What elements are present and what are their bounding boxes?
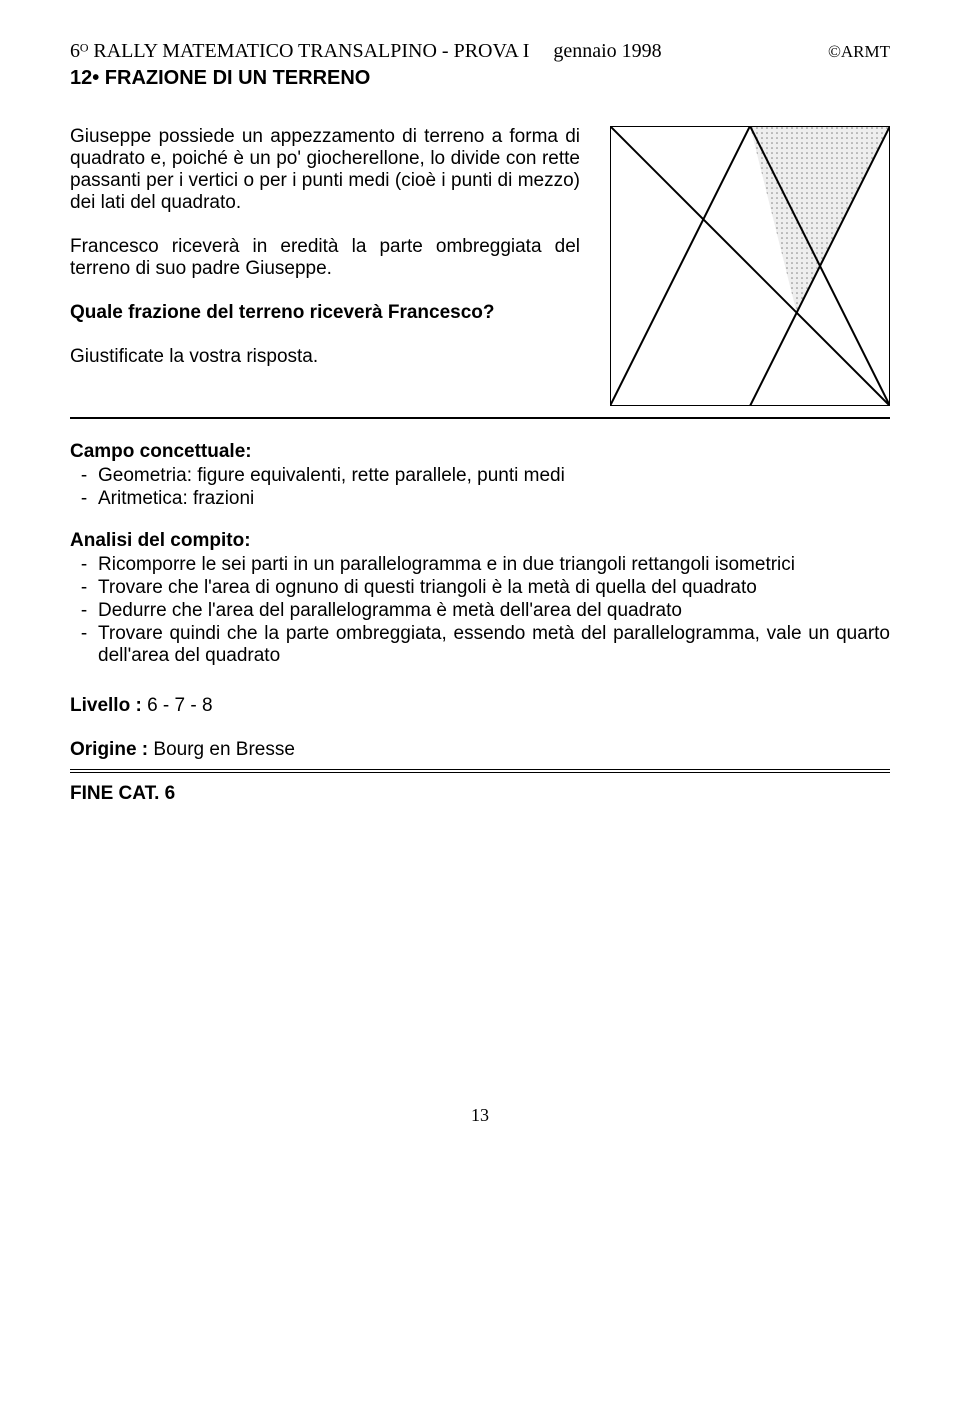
header-copyright: ©ARMT [828, 42, 890, 62]
origin-row: Origine : Bourg en Bresse [70, 739, 890, 761]
origin-value: Bourg en Bresse [148, 739, 295, 760]
analisi-list: -Ricomporre le sei parti in un parallelo… [70, 554, 890, 667]
level-value: 6 - 7 - 8 [142, 695, 213, 716]
double-divider [70, 769, 890, 773]
page-header: 6ᴼ RALLY MATEMATICO TRANSALPINO - PROVA … [70, 40, 890, 63]
level-label: Livello : [70, 695, 142, 716]
problem-paragraph-1: Giuseppe possiede un appezzamento di ter… [70, 126, 580, 214]
list-item-text: Trovare che l'area di ognuno di questi t… [98, 577, 890, 599]
dash-icon: - [70, 600, 98, 622]
shaded-region [750, 126, 890, 313]
fine-cat: FINE CAT. 6 [70, 783, 890, 805]
campo-label: Campo concettuale: [70, 441, 252, 462]
analisi-block: Analisi del compito: -Ricomporre le sei … [70, 530, 890, 667]
section-title: 12• FRAZIONE DI UN TERRENO [70, 67, 890, 90]
header-title: 6ᴼ RALLY MATEMATICO TRANSALPINO - PROVA … [70, 40, 529, 63]
dash-icon: - [70, 623, 98, 667]
list-item-text: Trovare quindi che la parte ombreggiata,… [98, 623, 890, 667]
page-number: 13 [70, 1105, 890, 1126]
square-diagram [610, 126, 890, 406]
list-item: -Geometria: figure equivalenti, rette pa… [70, 465, 890, 487]
list-item-text: Dedurre che l'area del parallelogramma è… [98, 600, 890, 622]
problem-text: Giuseppe possiede un appezzamento di ter… [70, 126, 580, 411]
level-row: Livello : 6 - 7 - 8 [70, 695, 890, 717]
list-item: -Trovare quindi che la parte ombreggiata… [70, 623, 890, 667]
header-date: gennaio 1998 [553, 40, 661, 63]
problem-figure [610, 126, 890, 411]
list-item: -Trovare che l'area di ognuno di questi … [70, 577, 890, 599]
campo-list: -Geometria: figure equivalenti, rette pa… [70, 465, 890, 510]
list-item-text: Ricomporre le sei parti in un parallelog… [98, 554, 890, 576]
divider [70, 417, 890, 419]
problem-paragraph-2: Francesco riceverà in eredità la parte o… [70, 236, 580, 280]
problem-question: Quale frazione del terreno riceverà Fran… [70, 302, 580, 324]
dash-icon: - [70, 554, 98, 576]
list-item: -Dedurre che l'area del parallelogramma … [70, 600, 890, 622]
list-item-text: Geometria: figure equivalenti, rette par… [98, 465, 890, 487]
dash-icon: - [70, 577, 98, 599]
dash-icon: - [70, 488, 98, 510]
list-item: -Aritmetica: frazioni [70, 488, 890, 510]
origin-label: Origine : [70, 739, 148, 760]
dash-icon: - [70, 465, 98, 487]
diagram-line [610, 126, 750, 406]
problem-paragraph-3: Giustificate la vostra risposta. [70, 346, 580, 368]
list-item: -Ricomporre le sei parti in un parallelo… [70, 554, 890, 576]
campo-block: Campo concettuale: -Geometria: figure eq… [70, 441, 890, 510]
list-item-text: Aritmetica: frazioni [98, 488, 890, 510]
analisi-label: Analisi del compito: [70, 530, 251, 551]
